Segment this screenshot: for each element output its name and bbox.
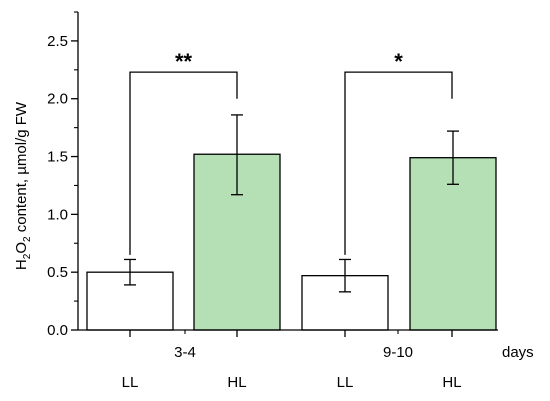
category-label-LL: LL xyxy=(122,374,139,391)
group-label-3-4: 3-4 xyxy=(174,344,196,361)
y-tick-label: 1.0 xyxy=(47,206,68,223)
y-tick-label: 2.5 xyxy=(47,33,68,50)
group-label-9-10: 9-10 xyxy=(383,344,413,361)
category-label-LL: LL xyxy=(337,374,354,391)
significance-label-9-10: * xyxy=(394,49,403,74)
svg-text:H2O2 content, µmol/g FW: H2O2 content, µmol/g FW xyxy=(13,101,33,270)
significance-bracket-3-4 xyxy=(129,71,238,255)
y-tick-label: 2.0 xyxy=(47,91,68,108)
y-tick-label: 0.0 xyxy=(47,322,68,339)
category-label-HL: HL xyxy=(227,374,246,391)
bar-9-10-HL xyxy=(409,157,497,331)
category-label-HL: HL xyxy=(442,374,461,391)
y-tick-label: 1.5 xyxy=(47,149,68,166)
significance-label-3-4: ** xyxy=(175,49,193,74)
y-tick-label: 0.5 xyxy=(47,264,68,281)
y-axis-title: H2O2 content, µmol/g FW xyxy=(13,101,33,270)
significance-bracket-9-10 xyxy=(344,71,453,255)
x-axis-title: days xyxy=(502,344,534,361)
